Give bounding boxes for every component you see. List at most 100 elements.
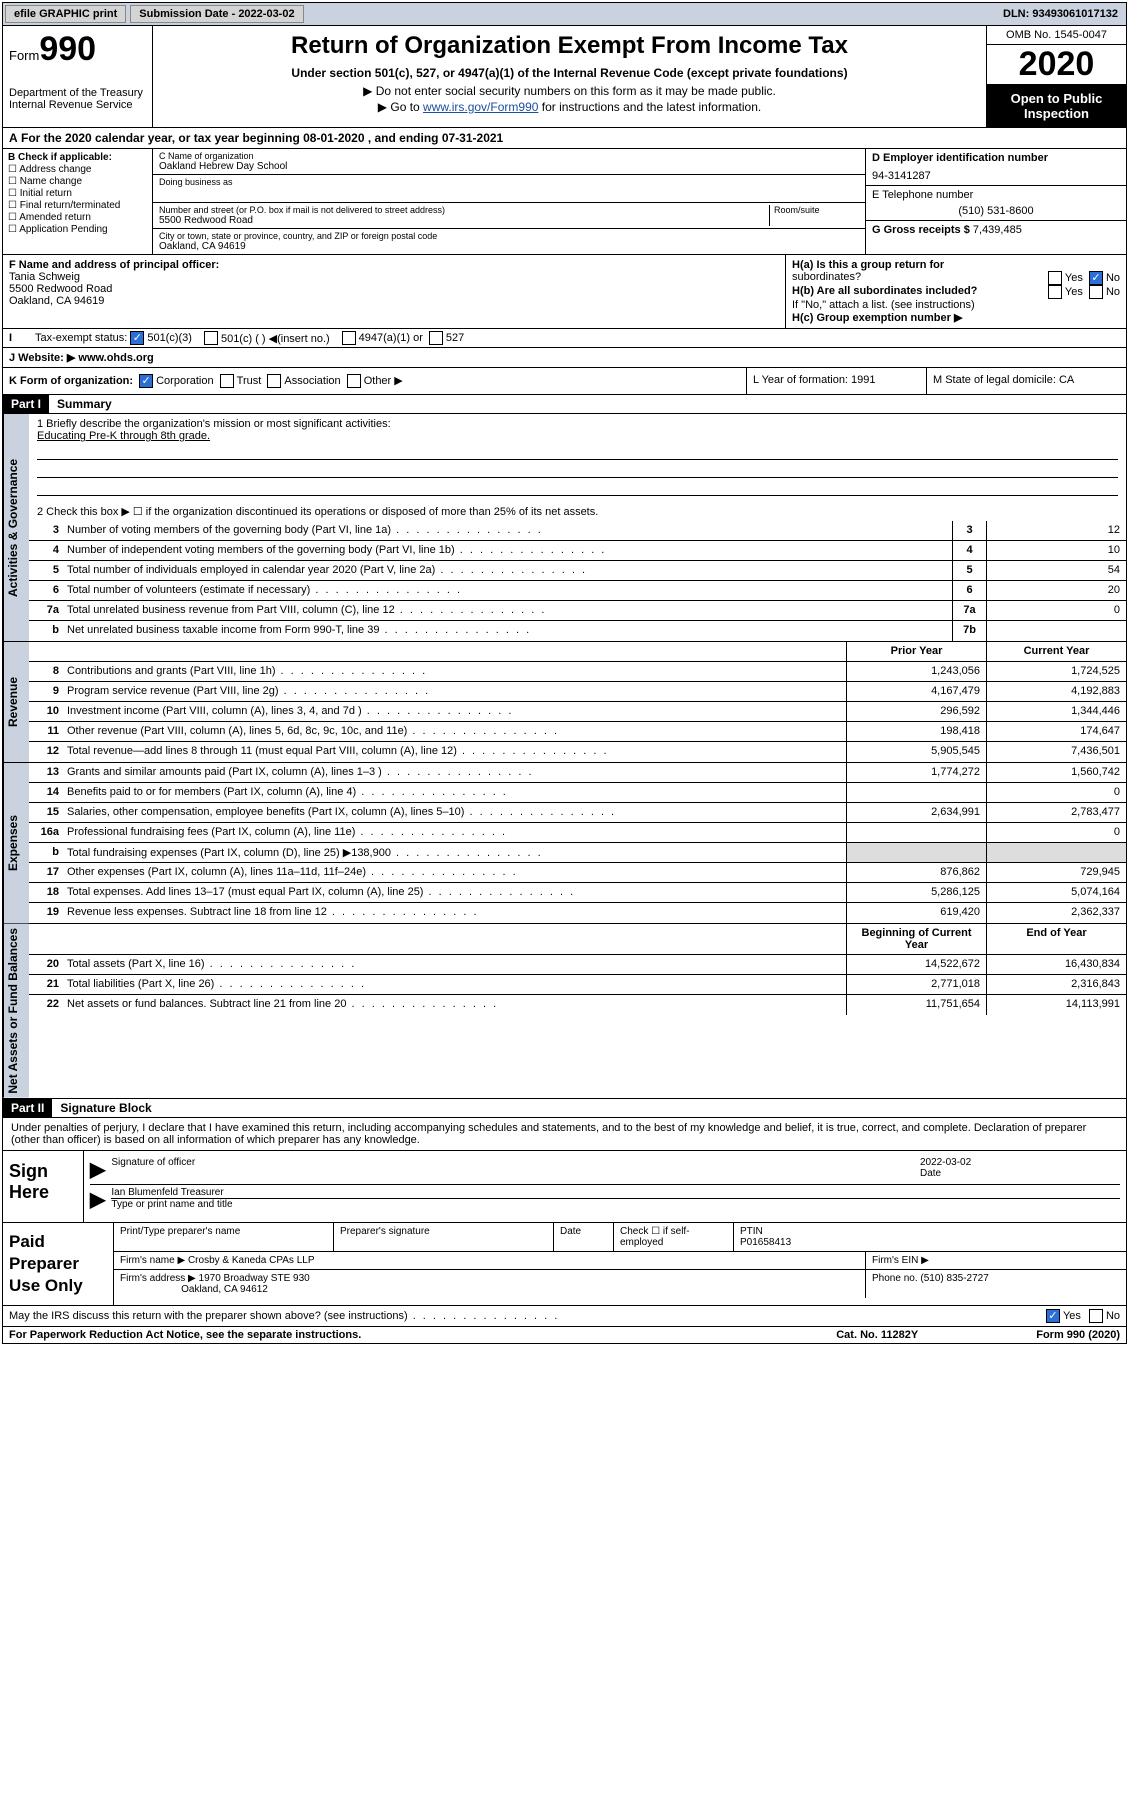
summary-line-9: 9 Program service revenue (Part VIII, li… [29, 682, 1126, 702]
expenses-section: Expenses 13 Grants and similar amounts p… [3, 763, 1126, 924]
ptin-value: P01658413 [740, 1237, 791, 1248]
summary-line-13: 13 Grants and similar amounts paid (Part… [29, 763, 1126, 783]
officer-addr2: Oakland, CA 94619 [9, 295, 104, 307]
ck-527[interactable] [429, 331, 443, 345]
phone-label: E Telephone number [872, 189, 973, 201]
na-tab: Net Assets or Fund Balances [3, 924, 29, 1098]
firm-ein-label: Firm's EIN ▶ [866, 1252, 1126, 1269]
sig-officer-label: Signature of officer [111, 1157, 920, 1182]
ck-trust[interactable] [220, 374, 234, 388]
summary-line-15: 15 Salaries, other compensation, employe… [29, 803, 1126, 823]
ein-value: 94-3141287 [872, 170, 1120, 182]
city-label: City or town, state or province, country… [159, 231, 859, 241]
hc-label: H(c) Group exemption number ▶ [792, 312, 962, 324]
state-domicile: M State of legal domicile: CA [926, 368, 1126, 394]
city-state-zip: Oakland, CA 94619 [159, 241, 859, 252]
instructions-link[interactable]: www.irs.gov/Form990 [423, 100, 538, 114]
summary-line-20: 20 Total assets (Part X, line 16) 14,522… [29, 955, 1126, 975]
summary-line-b: b Net unrelated business taxable income … [29, 621, 1126, 641]
form-subtitle: Under section 501(c), 527, or 4947(a)(1)… [161, 66, 978, 80]
tax-period: A For the 2020 calendar year, or tax yea… [3, 128, 1126, 149]
dln-label: DLN: 93493061017132 [995, 6, 1126, 22]
form-title: Return of Organization Exempt From Incom… [161, 32, 978, 60]
addr-label: Number and street (or P.O. box if mail i… [159, 205, 769, 215]
summary-line-4: 4 Number of independent voting members o… [29, 541, 1126, 561]
summary-line-8: 8 Contributions and grants (Part VIII, l… [29, 662, 1126, 682]
tax-exempt-row: I Tax-exempt status: 501(c)(3) 501(c) ( … [3, 329, 1126, 348]
prep-sig-label: Preparer's signature [334, 1223, 554, 1251]
firm-name: Crosby & Kaneda CPAs LLP [188, 1255, 315, 1266]
cb-name-change[interactable]: Name change [8, 176, 147, 187]
summary-line-14: 14 Benefits paid to or for members (Part… [29, 783, 1126, 803]
discuss-no[interactable] [1089, 1309, 1103, 1323]
ck-4947[interactable] [342, 331, 356, 345]
summary-line-6: 6 Total number of volunteers (estimate i… [29, 581, 1126, 601]
col-current-year: Current Year [986, 642, 1126, 661]
summary-line-12: 12 Total revenue—add lines 8 through 11 … [29, 742, 1126, 762]
summary-line-16a: 16a Professional fundraising fees (Part … [29, 823, 1126, 843]
ag-tab: Activities & Governance [3, 414, 29, 641]
cb-initial-return[interactable]: Initial return [8, 188, 147, 199]
hb-yes[interactable] [1048, 285, 1062, 299]
ein-label: D Employer identification number [872, 152, 1048, 164]
section-k: K Form of organization: Corporation Trus… [3, 368, 1126, 395]
sign-here-block: Sign Here ▶ Signature of officer 2022-03… [3, 1151, 1126, 1223]
summary-line-10: 10 Investment income (Part VIII, column … [29, 702, 1126, 722]
paid-preparer-label: Paid Preparer Use Only [3, 1223, 113, 1305]
summary-line-19: 19 Revenue less expenses. Subtract line … [29, 903, 1126, 923]
cb-final-return[interactable]: Final return/terminated [8, 200, 147, 211]
summary-line-21: 21 Total liabilities (Part X, line 26) 2… [29, 975, 1126, 995]
summary-line-11: 11 Other revenue (Part VIII, column (A),… [29, 722, 1126, 742]
prep-date-label: Date [554, 1223, 614, 1251]
ck-501c3[interactable] [130, 331, 144, 345]
ha-no[interactable] [1089, 271, 1103, 285]
ck-other[interactable] [347, 374, 361, 388]
cat-number: Cat. No. 11282Y [836, 1329, 1036, 1341]
cb-application-pending[interactable]: Application Pending [8, 224, 147, 235]
hb-no[interactable] [1089, 285, 1103, 299]
cb-amended-return[interactable]: Amended return [8, 212, 147, 223]
summary-line-17: 17 Other expenses (Part IX, column (A), … [29, 863, 1126, 883]
rev-tab: Revenue [3, 642, 29, 762]
discuss-yes[interactable] [1046, 1309, 1060, 1323]
omb-number: OMB No. 1545-0047 [987, 26, 1126, 45]
ck-501c[interactable] [204, 331, 218, 345]
sig-date-value: 2022-03-02 [920, 1157, 971, 1168]
tax-year: 2020 [987, 45, 1126, 85]
gross-receipts-value: 7,439,485 [973, 224, 1022, 236]
mission-text: Educating Pre-K through 8th grade. [37, 430, 1118, 442]
submission-date-button[interactable]: Submission Date - 2022-03-02 [130, 5, 303, 23]
gross-receipts-label: G Gross receipts $ [872, 224, 970, 236]
form-ref: Form 990 (2020) [1036, 1329, 1120, 1341]
form-header: Form990 Department of the Treasury Inter… [3, 26, 1126, 128]
instructions-note: ▶ Go to www.irs.gov/Form990 for instruct… [161, 100, 978, 114]
summary-line-22: 22 Net assets or fund balances. Subtract… [29, 995, 1126, 1015]
col-prior-year: Prior Year [846, 642, 986, 661]
efile-print-button[interactable]: efile GRAPHIC print [5, 5, 126, 23]
perjury-statement: Under penalties of perjury, I declare th… [3, 1118, 1126, 1151]
street-address: 5500 Redwood Road [159, 215, 769, 226]
officer-name: Tania Schweig [9, 271, 80, 283]
cb-address-change[interactable]: Address change [8, 164, 147, 175]
year-formation: L Year of formation: 1991 [746, 368, 926, 394]
section-fgh: F Name and address of principal officer:… [3, 255, 1126, 329]
revenue-section: Revenue Prior Year Current Year 8 Contri… [3, 642, 1126, 763]
section-c: C Name of organization Oakland Hebrew Da… [153, 149, 866, 254]
summary-line-5: 5 Total number of individuals employed i… [29, 561, 1126, 581]
ck-corp[interactable] [139, 374, 153, 388]
form-container: efile GRAPHIC print Submission Date - 20… [2, 2, 1127, 1344]
summary-line-b: b Total fundraising expenses (Part IX, c… [29, 843, 1126, 863]
website-row: J Website: ▶ www.ohds.org [3, 348, 1126, 368]
ck-assoc[interactable] [267, 374, 281, 388]
phone-value: (510) 531-8600 [872, 205, 1120, 217]
self-employed-check[interactable]: Check ☐ if self-employed [614, 1223, 734, 1251]
topbar: efile GRAPHIC print Submission Date - 20… [3, 3, 1126, 26]
prep-name-label: Print/Type preparer's name [114, 1223, 334, 1251]
arrow-icon: ▶ [90, 1157, 105, 1182]
firm-addr1: 1970 Broadway STE 930 [199, 1273, 310, 1284]
form-number: Form990 [9, 30, 146, 69]
footer: For Paperwork Reduction Act Notice, see … [3, 1327, 1126, 1343]
ha-yes[interactable] [1048, 271, 1062, 285]
section-b-checkboxes: B Check if applicable: Address change Na… [3, 149, 153, 254]
org-name: Oakland Hebrew Day School [159, 161, 859, 172]
